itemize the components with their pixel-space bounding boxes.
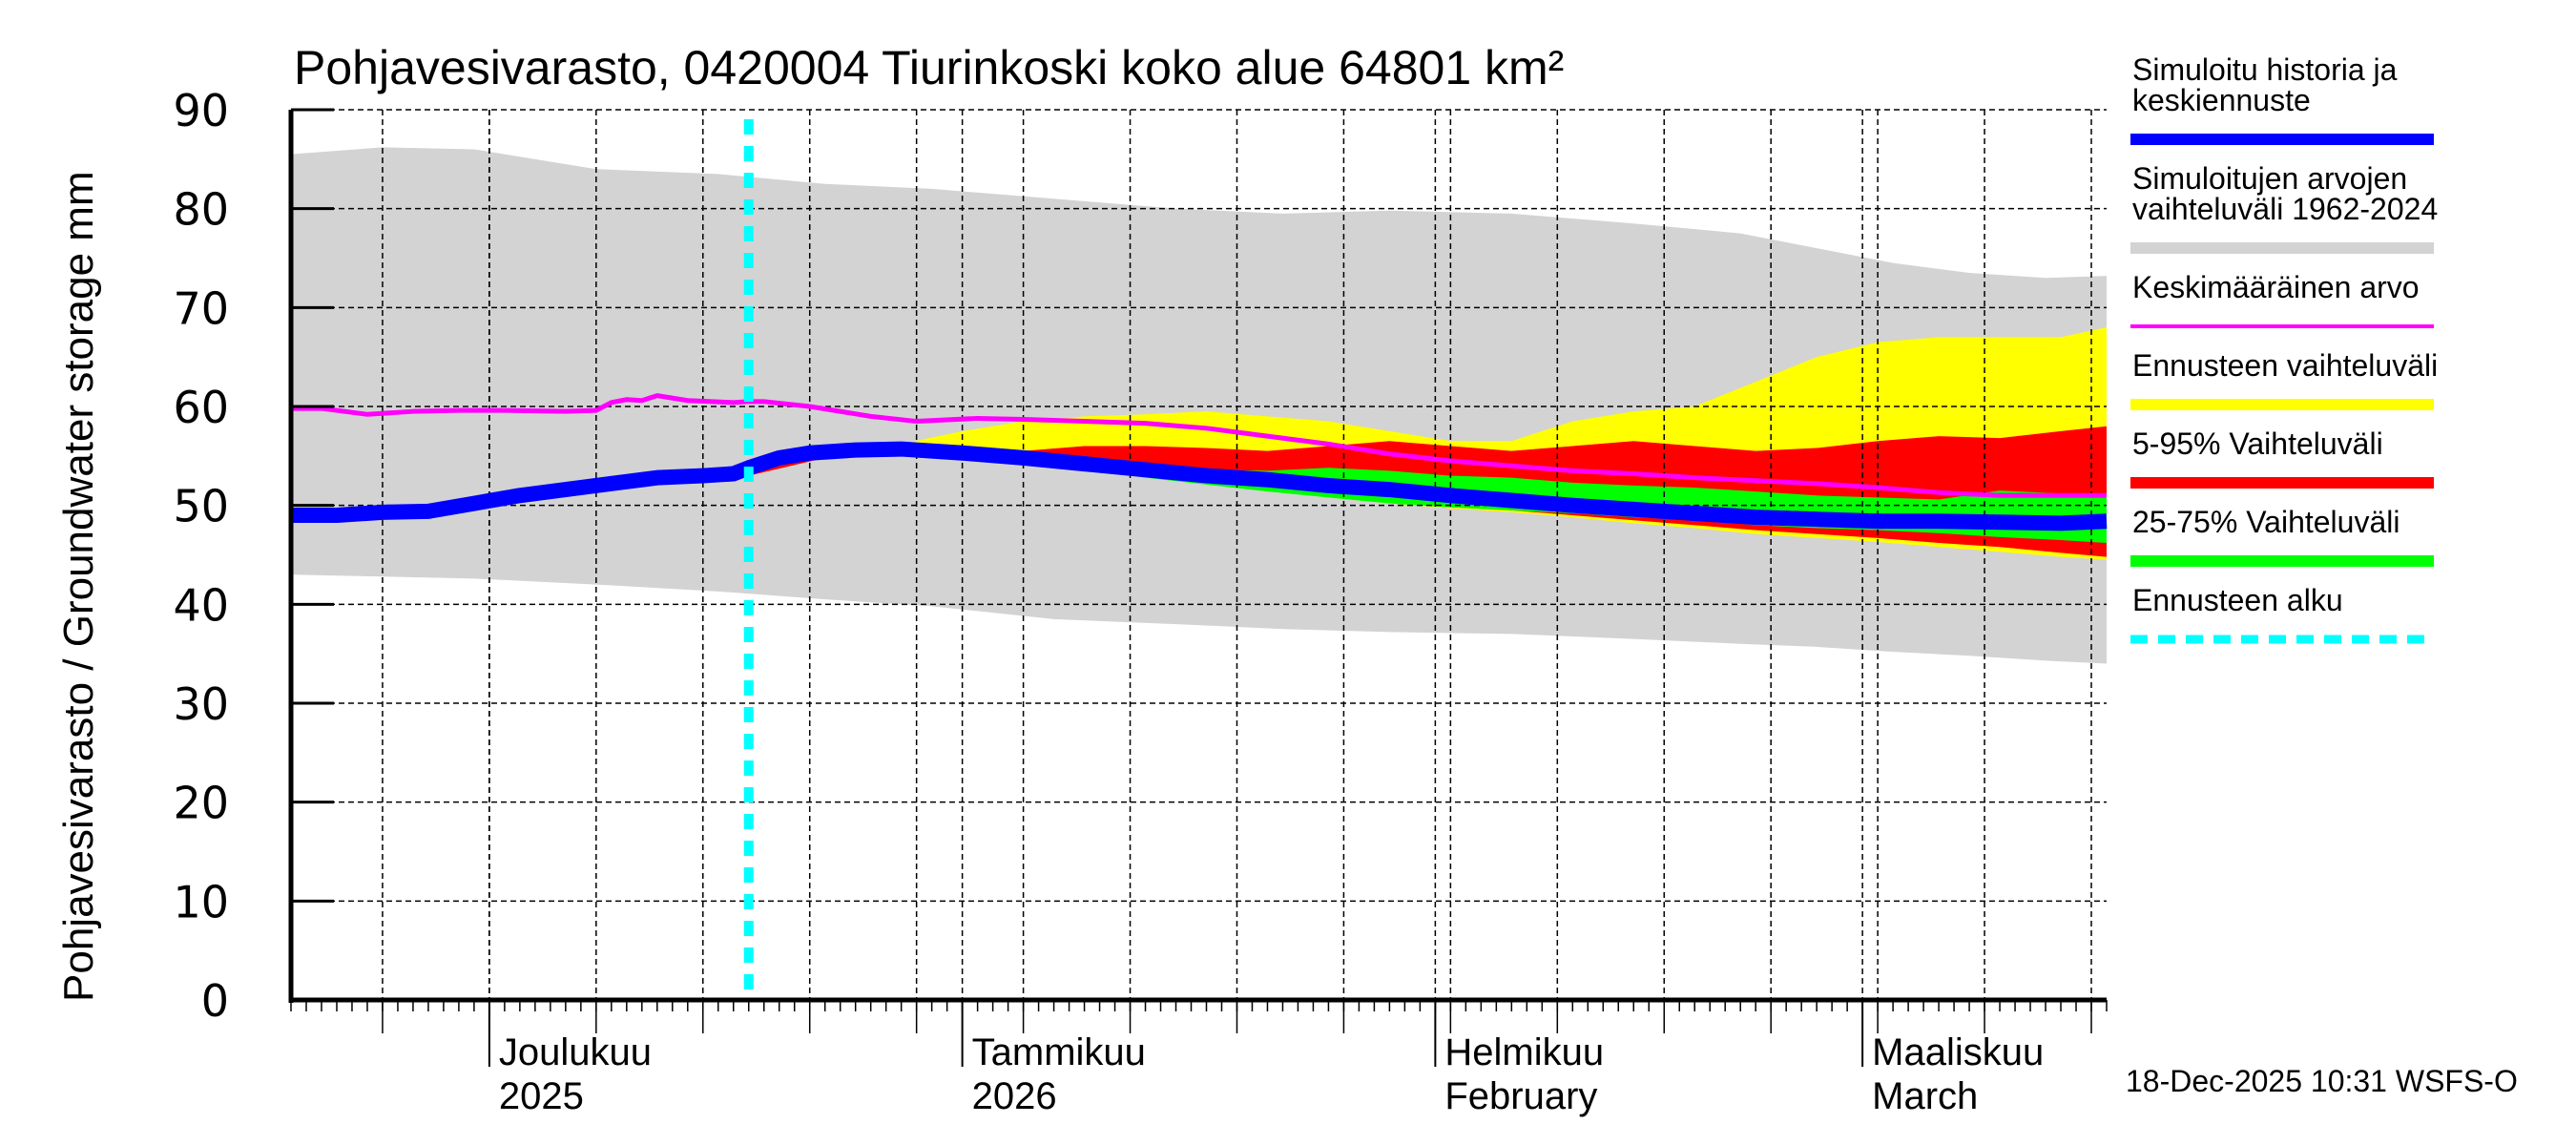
x-month-sublabel: 2025 xyxy=(499,1075,584,1117)
y-tick-label: 0 xyxy=(201,975,229,1027)
y-tick-label: 40 xyxy=(173,579,229,631)
x-month-label: Tammikuu xyxy=(972,1031,1146,1073)
y-tick-label: 70 xyxy=(173,282,229,334)
legend-label: Ennusteen alku xyxy=(2132,583,2343,617)
legend-item-ennusteen-alku: Ennusteen alku xyxy=(2130,583,2434,644)
legend-label: 5-95% Vaihteluväli xyxy=(2132,427,2383,461)
axes-layer xyxy=(288,110,2107,1003)
y-tick-label: 20 xyxy=(173,778,229,829)
legend-item-ennusteen-vaihteluv-li: Ennusteen vaihteluväli xyxy=(2130,348,2438,410)
bands-layer xyxy=(291,147,2107,664)
x-month-label: Helmikuu xyxy=(1444,1031,1604,1073)
y-tick-label: 10 xyxy=(173,876,229,927)
legend-item-25-75-vaihteluv-li: 25-75% Vaihteluväli xyxy=(2130,505,2434,567)
chart-title: Pohjavesivarasto, 0420004 Tiurinkoski ko… xyxy=(294,41,1564,94)
legend-label: Simuloitujen arvojen xyxy=(2132,161,2407,196)
line-keskim-r-inen-arvo xyxy=(291,393,2107,498)
y-axis-label: Pohjavesivarasto / Groundwater storage m… xyxy=(55,171,102,1002)
legend: Simuloitu historia jakeskiennusteSimuloi… xyxy=(2130,52,2438,644)
grid-layer xyxy=(291,109,2107,1000)
legend-item-keskim-r-inen-arvo: Keskimääräinen arvo xyxy=(2130,270,2434,328)
x-month-sublabel: March xyxy=(1872,1075,1978,1117)
lines-layer xyxy=(291,119,2108,1000)
legend-label: Simuloitu historia ja xyxy=(2132,52,2398,87)
y-tick-label: 80 xyxy=(173,184,229,236)
y-tick-label: 60 xyxy=(173,382,229,433)
legend-item-5-95-vaihteluv-li: 5-95% Vaihteluväli xyxy=(2130,427,2434,489)
timestamp-footer: 18-Dec-2025 10:31 WSFS-O xyxy=(2126,1064,2518,1098)
line-simuloitu-historia-ja-keskiennuste xyxy=(291,441,2108,531)
legend-label-line2: vaihteluväli 1962-2024 xyxy=(2132,192,2438,226)
x-month-label: Maaliskuu xyxy=(1872,1031,2044,1073)
x-month-label: Joulukuu xyxy=(499,1031,652,1073)
y-tick-label: 30 xyxy=(173,678,229,730)
legend-label-line2: keskiennuste xyxy=(2132,83,2311,117)
y-ticks: 0 10 20 30 40 50 60 70 80 90 xyxy=(173,85,334,1027)
legend-label: Ennusteen vaihteluväli xyxy=(2132,348,2438,383)
x-month-sublabel: 2026 xyxy=(972,1075,1057,1117)
x-month-sublabel: February xyxy=(1444,1075,1597,1117)
y-tick-label: 50 xyxy=(173,481,229,532)
legend-label: 25-75% Vaihteluväli xyxy=(2132,505,2399,539)
legend-label: Keskimääräinen arvo xyxy=(2132,270,2420,304)
y-tick-label: 90 xyxy=(173,85,229,136)
